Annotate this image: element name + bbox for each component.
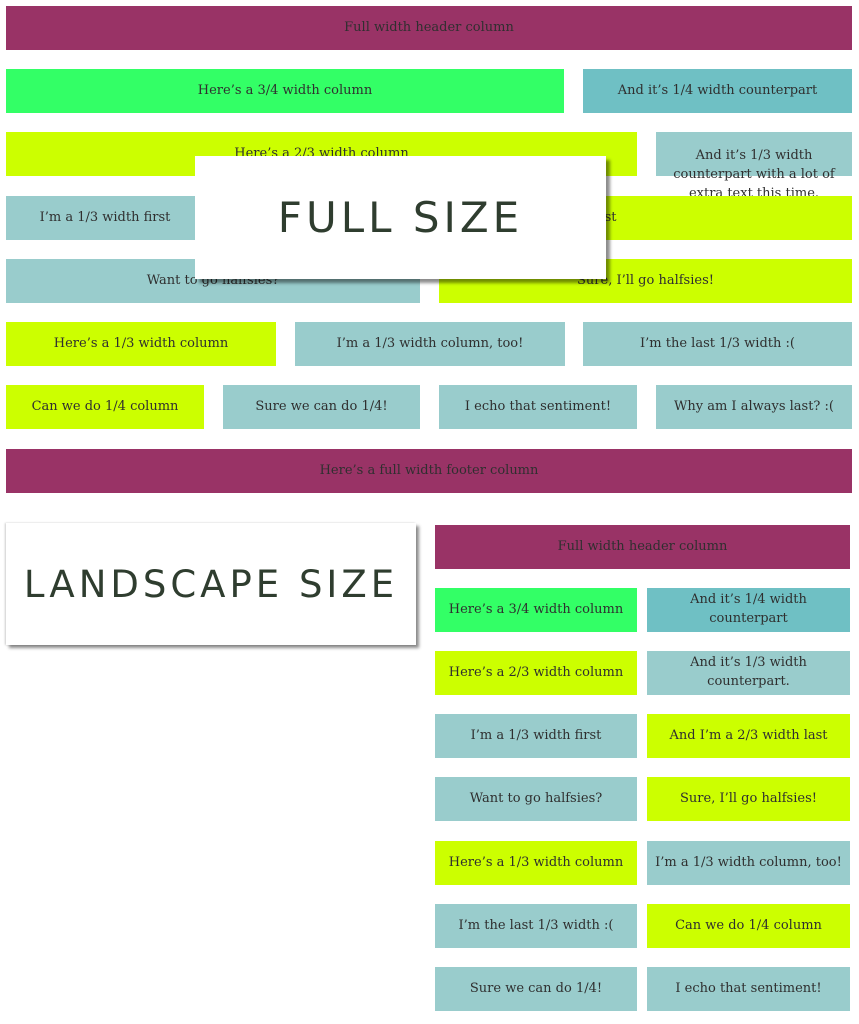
- landscape-cell: Want to go halfsies?: [435, 777, 637, 821]
- landscape-cell: I echo that sentiment!: [647, 967, 850, 1011]
- full-column-quarter-1: Can we do 1/4 column: [6, 385, 204, 429]
- landscape-cell: Sure, I’ll go halfsies!: [647, 777, 850, 821]
- landscape-cell: And it’s 1/3 width counterpart.: [647, 651, 850, 695]
- full-column-3-4: Here’s a 3/4 width column: [6, 69, 564, 113]
- landscape-cell: Can we do 1/4 column: [647, 904, 850, 948]
- full-header-column: Full width header column: [6, 6, 852, 50]
- landscape-cell: I’m the last 1/3 width :(: [435, 904, 637, 948]
- landscape-cell: Here’s a 3/4 width column: [435, 588, 637, 632]
- full-column-third-2: I’m a 1/3 width column, too!: [295, 322, 565, 366]
- landscape-size-label: LANDSCAPE SIZE: [6, 523, 416, 645]
- landscape-cell: And I’m a 2/3 width last: [647, 714, 850, 758]
- landscape-cell: I’m a 1/3 width first: [435, 714, 637, 758]
- landscape-cell: Here’s a 2/3 width column: [435, 651, 637, 695]
- full-column-third-3: I’m the last 1/3 width :(: [583, 322, 852, 366]
- landscape-cell: I’m a 1/3 width column, too!: [647, 841, 850, 885]
- landscape-cell: And it’s 1/4 width counterpart: [647, 588, 850, 632]
- full-column-1-3-counterpart: And it’s 1/3 width counterpart with a lo…: [656, 132, 852, 201]
- full-column-1-4-counterpart: And it’s 1/4 width counterpart: [583, 69, 852, 113]
- full-column-quarter-4: Why am I always last? :(: [656, 385, 852, 429]
- full-column-quarter-3: I echo that sentiment!: [439, 385, 637, 429]
- full-footer-column: Here’s a full width footer column: [6, 449, 852, 493]
- landscape-cell: Here’s a 1/3 width column: [435, 841, 637, 885]
- landscape-header-column: Full width header column: [435, 525, 850, 569]
- full-column-third-1: Here’s a 1/3 width column: [6, 322, 276, 366]
- full-column-1-3-first: I’m a 1/3 width first: [6, 196, 204, 240]
- full-column-quarter-2: Sure we can do 1/4!: [223, 385, 420, 429]
- full-size-label: FULL SIZE: [195, 156, 606, 279]
- landscape-cell: Sure we can do 1/4!: [435, 967, 637, 1011]
